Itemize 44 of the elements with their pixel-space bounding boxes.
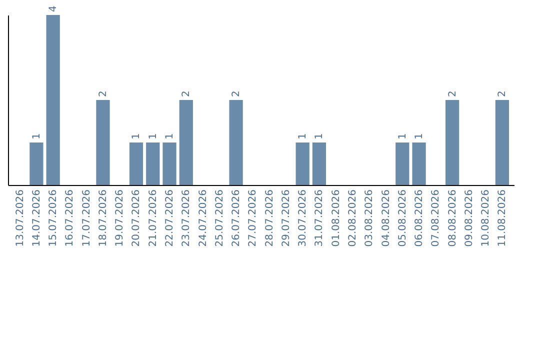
- x-tick-label: 15.07.2026: [48, 190, 60, 247]
- x-tick-label: 06.08.2026: [414, 190, 426, 247]
- x-tick-label: 04.08.2026: [380, 190, 392, 247]
- data-label: 2: [181, 90, 192, 97]
- x-tick-label: 07.08.2026: [430, 190, 442, 247]
- x-tick-label: 01.08.2026: [330, 190, 342, 247]
- x-tick-label: 16.07.2026: [64, 190, 76, 247]
- x-tick-label: 31.07.2026: [314, 190, 326, 247]
- x-tick-label: 10.08.2026: [480, 190, 492, 247]
- x-tick-label: 09.08.2026: [464, 190, 475, 247]
- data-label: 1: [148, 133, 159, 140]
- x-tick-label: 13.07.2026: [14, 190, 26, 247]
- x-tick-label: 30.07.2026: [298, 190, 309, 247]
- data-label: 2: [98, 90, 109, 97]
- x-tick-label: 21.07.2026: [148, 190, 159, 247]
- x-tick-label: 11.08.2026: [497, 190, 508, 247]
- x-tick-label: 26.07.2026: [231, 190, 242, 247]
- data-label: 4: [48, 6, 60, 12]
- x-tick-label: 24.07.2026: [198, 190, 209, 247]
- x-tick-label: 23.07.2026: [181, 190, 192, 247]
- x-tick-label: 19.07.2026: [114, 190, 126, 247]
- data-label: 1: [164, 133, 176, 140]
- x-tick-label: 28.07.2026: [264, 190, 276, 247]
- data-label: 1: [314, 133, 326, 140]
- x-tick-label: 14.07.2026: [31, 190, 42, 247]
- data-label: 2: [497, 90, 508, 97]
- x-tick-label: 22.07.2026: [164, 190, 176, 247]
- x-tick-label: 05.08.2026: [397, 190, 408, 247]
- data-label: 1: [31, 133, 42, 140]
- data-label: 1: [414, 133, 426, 140]
- data-label: 1: [131, 133, 142, 140]
- x-tick-label: 08.08.2026: [447, 190, 458, 247]
- x-tick-label: 20.07.2026: [131, 190, 142, 247]
- x-tick-label: 18.07.2026: [98, 190, 109, 247]
- x-tick-label: 27.07.2026: [248, 190, 259, 247]
- data-label: 1: [298, 133, 309, 140]
- x-tick-label: 25.07.2026: [214, 190, 226, 247]
- x-tick-label: 03.08.2026: [364, 190, 376, 247]
- x-tick-label: 29.07.2026: [280, 190, 292, 247]
- x-tick-label: 02.08.2026: [347, 190, 358, 247]
- x-tick-label: 17.07.2026: [81, 190, 92, 247]
- data-label: 2: [231, 90, 242, 97]
- data-label: 1: [397, 133, 408, 140]
- data-label: 2: [447, 90, 458, 97]
